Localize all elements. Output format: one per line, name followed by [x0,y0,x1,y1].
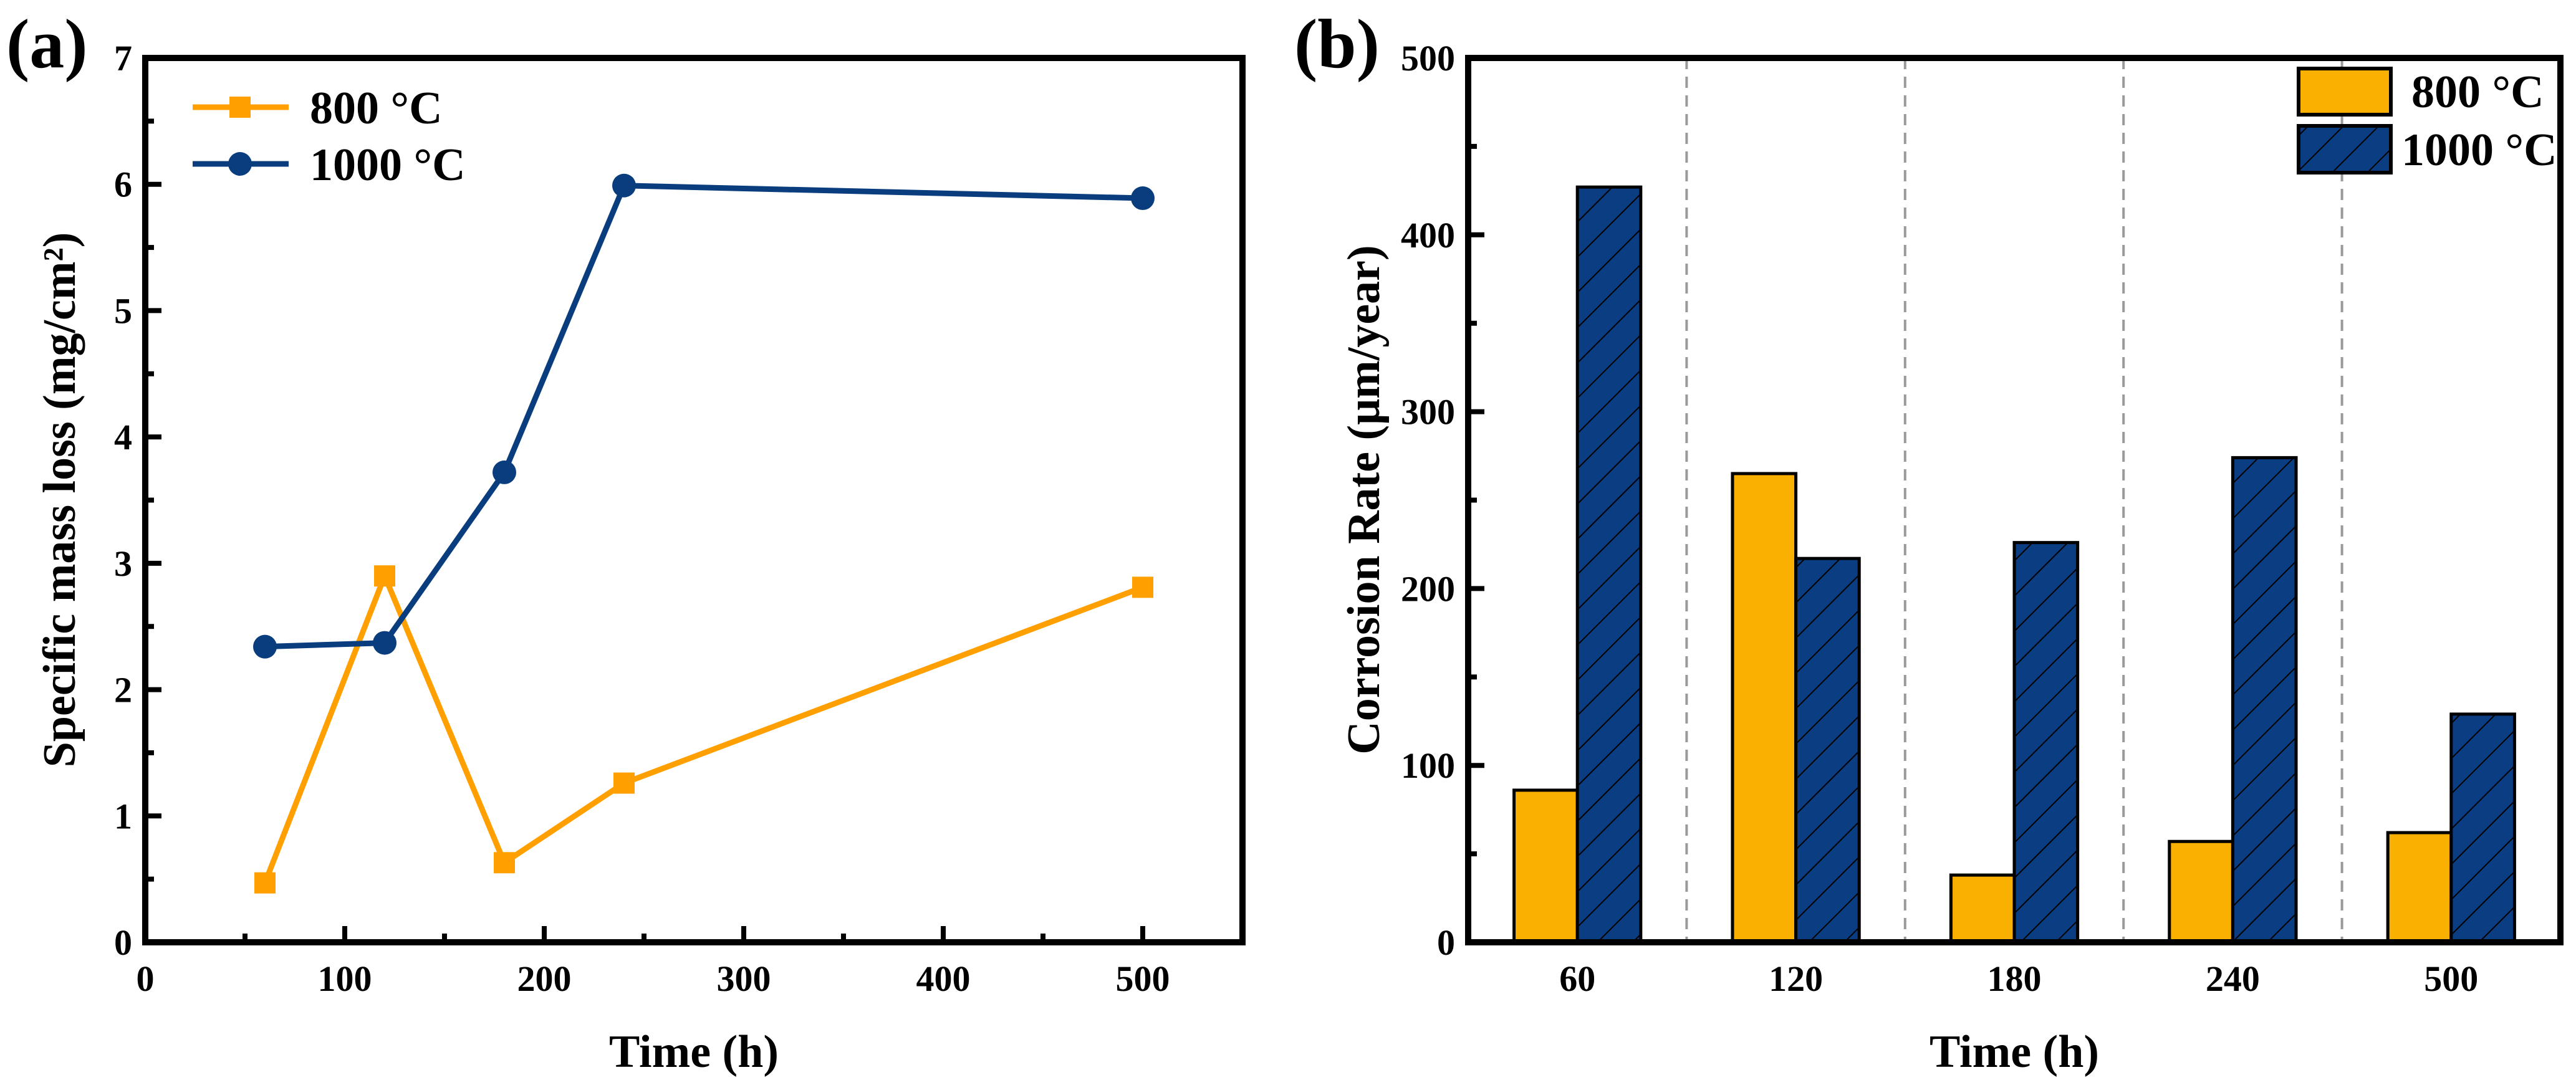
panel-b: (b) 60 120 180 240 500 0 100 200 300 400 500 Time … [1294,6,2564,1078]
x-tick-label: 0 [137,958,155,999]
data-point-square [1132,576,1153,598]
y-tick-label: 7 [114,38,132,79]
data-point-square [254,872,276,894]
panel-b-label: (b) [1294,6,1380,83]
data-point-circle [493,460,516,484]
bar-800 [2168,839,2234,944]
legend-swatch-800 [2297,67,2393,117]
bar-1000 [1794,557,1861,944]
y-axis-title-a: Specific mass loss (mg/cm²) [34,232,85,768]
x-tick-label: 200 [517,958,572,999]
bar-800 [2386,831,2453,944]
bar-800 [1731,472,1798,944]
panel-a: (a) 0 100 200 300 400 500 0 1 2 3 4 5 6 7 Time (h) Sp… [6,6,1246,1078]
x-axis-title-a: Time (h) [609,1026,779,1078]
x-tick-label: 400 [916,958,971,999]
y-tick-label: 1 [114,796,132,836]
legend-swatch-1000 [2297,124,2393,174]
data-point-circle [1131,186,1155,211]
y-tick-label: 6 [114,165,132,205]
legend-label-1000: 1000 °C [310,140,466,191]
y-tick-label: 500 [1401,38,1455,79]
x-tick-label: 60 [1559,958,1595,999]
bar-1000 [2231,456,2298,944]
legend-marker-square [229,97,251,118]
x-axis-title-b: Time (h) [1930,1026,2099,1078]
y-tick-label: 4 [114,417,132,457]
legend-a: 800 °C 1000 °C [193,83,466,191]
y-tick-label: 5 [114,290,132,331]
y-tick-label: 300 [1401,392,1455,432]
y-axis-title-b: Corrosion Rate (μm/year) [1338,245,1390,754]
legend-b: 800 °C 1000 °C [2297,67,2557,176]
legend-label-800: 800 °C [310,83,443,134]
legend-label-1000-b: 1000 °C [2401,125,2557,176]
x-tick-label: 500 [2424,958,2478,999]
x-tick-label: 300 [717,958,771,999]
bar-1000 [2012,541,2080,944]
series-line-1000 [264,183,1143,650]
data-point-circle [612,173,636,198]
y-tick-label: 0 [114,922,132,963]
bar-800 [1512,788,1579,944]
bar-1000 [2449,712,2516,944]
legend-label-800-b: 800 °C [2411,67,2544,118]
y-tick-label: 3 [114,543,132,584]
y-tick-label: 100 [1401,745,1455,786]
x-tick-label: 240 [2206,958,2260,999]
y-tick-label: 400 [1401,215,1455,256]
y-tick-label: 2 [114,670,132,710]
bar-1000 [1575,185,1643,944]
x-tick-label: 100 [318,958,372,999]
data-point-square [494,852,515,874]
x-tick-label: 180 [1987,958,2042,999]
panel-a-label: (a) [6,6,88,83]
data-point-square [613,772,635,794]
x-tick-label: 120 [1769,958,1823,999]
data-point-circle [253,634,277,659]
y-tick-label: 0 [1437,922,1455,963]
legend-marker-circle [228,152,252,176]
bar-800 [1949,873,2016,944]
data-point-square [374,565,395,587]
y-tick-label: 200 [1401,568,1455,609]
data-point-circle [373,631,396,655]
x-tick-label: 500 [1116,958,1170,999]
